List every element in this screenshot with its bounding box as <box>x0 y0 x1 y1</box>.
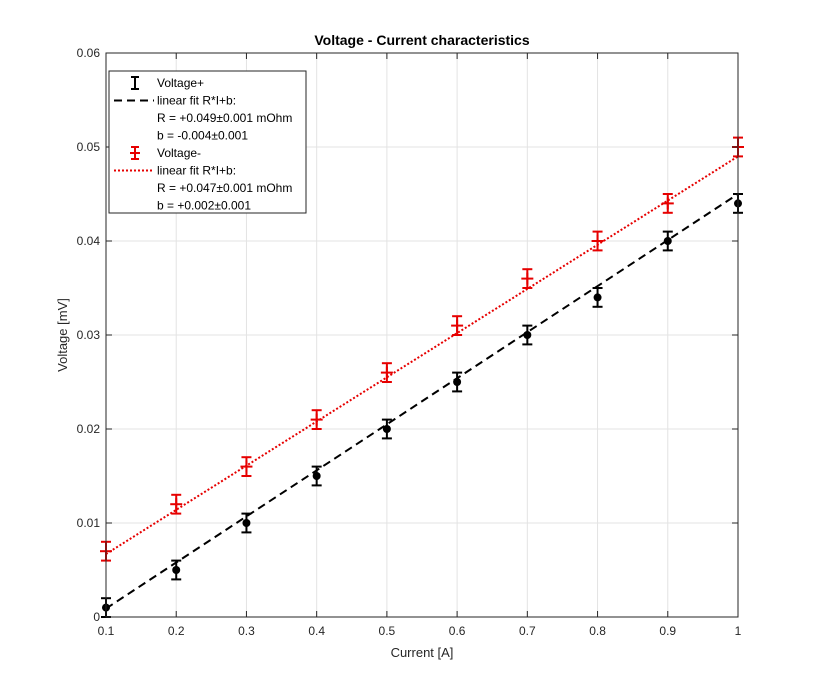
legend-label: R = +0.047±0.001 mOhm <box>157 181 292 195</box>
point-marker <box>593 293 602 302</box>
legend-label: b = -0.004±0.001 <box>157 129 248 143</box>
x-tick-label: 0.5 <box>379 624 396 638</box>
data-point <box>310 409 323 430</box>
data-point <box>171 559 182 581</box>
y-tick-label: 0.05 <box>77 140 101 154</box>
chart-title: Voltage - Current characteristics <box>314 32 529 48</box>
x-tick-label: 1 <box>735 624 742 638</box>
legend-label: R = +0.049±0.001 mOhm <box>157 111 292 125</box>
x-tick-label: 0.7 <box>519 624 536 638</box>
legend-label: Voltage+ <box>157 76 204 90</box>
x-tick-label: 0.2 <box>168 624 185 638</box>
fit-line <box>105 193 739 610</box>
point-marker <box>453 378 462 386</box>
x-axis-label: Current [A] <box>391 645 454 660</box>
y-tick-label: 0.06 <box>77 46 101 60</box>
x-tick-label: 0.1 <box>98 624 115 638</box>
data-point <box>451 315 464 336</box>
point-marker <box>172 566 181 574</box>
point-marker <box>663 237 672 245</box>
data-point <box>241 512 252 534</box>
data-point <box>662 230 673 252</box>
data-point <box>380 362 393 383</box>
point-marker <box>382 425 391 433</box>
y-tick-label: 0.04 <box>77 234 101 248</box>
point-marker <box>242 519 251 527</box>
legend: Voltage+ linear fit R*I+b: R = +0.049±0.00… <box>108 70 307 214</box>
y-tick-label: 0.03 <box>77 328 101 342</box>
data-point <box>521 268 534 289</box>
legend-symbol-errorbar-plus <box>130 146 140 160</box>
x-tick-label: 0.6 <box>449 624 466 638</box>
legend-label: Voltage- <box>157 146 201 160</box>
legend-label: linear fit R*I+b: <box>157 94 236 108</box>
x-tick-label: 0.9 <box>659 624 676 638</box>
fit-lines <box>105 155 739 610</box>
data-point <box>592 287 603 308</box>
point-marker <box>523 331 532 339</box>
data-point <box>170 493 183 515</box>
y-tick-label: 0.01 <box>77 516 101 530</box>
fit-line <box>105 155 739 555</box>
data-point <box>311 465 322 487</box>
legend-label: b = +0.002±0.001 <box>157 199 251 213</box>
x-tick-label: 0.3 <box>238 624 255 638</box>
y-tick-label: 0.02 <box>77 422 101 436</box>
axis-ticks: 0.1 0.2 0.3 0.4 0.5 0.6 0.7 0.8 0.9 1 0 0.01 0.02 0.0… <box>77 46 742 638</box>
data-point <box>591 230 604 252</box>
x-tick-label: 0.4 <box>308 624 325 638</box>
legend-box <box>108 70 307 214</box>
y-tick-label: 0 <box>93 610 100 624</box>
x-tick-label: 0.8 <box>589 624 606 638</box>
data-point <box>240 456 253 477</box>
y-axis-label: Voltage [mV] <box>55 298 70 372</box>
legend-label: linear fit R*I+b: <box>157 164 236 178</box>
data-point <box>381 418 392 440</box>
data-point <box>522 324 533 346</box>
data-point <box>452 371 463 393</box>
data-point <box>661 193 674 214</box>
legend-symbol-errorbar <box>131 76 139 90</box>
point-marker <box>312 472 321 480</box>
